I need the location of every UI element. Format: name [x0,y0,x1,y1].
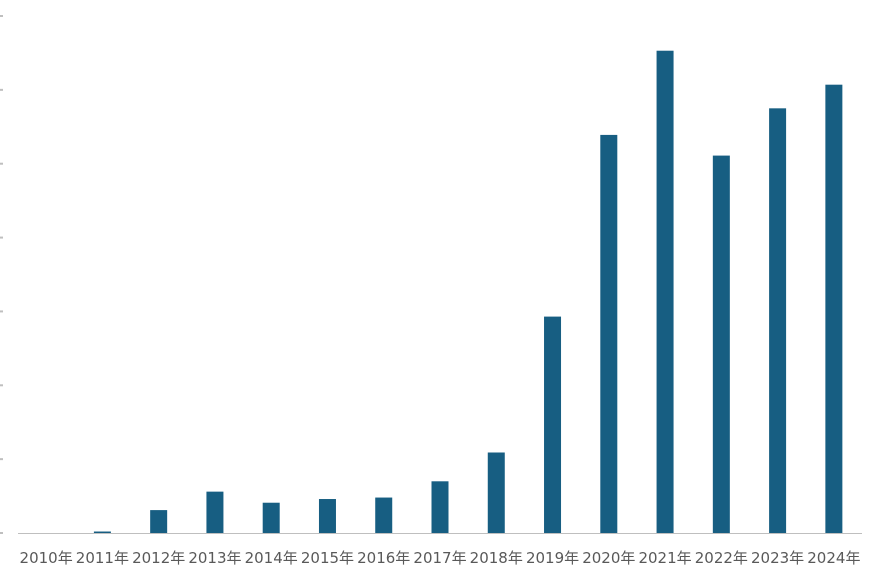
bar-2015年 [318,499,336,533]
x-tick-label: 2013年 [188,549,241,567]
bar-2023年 [769,108,787,534]
x-tick-label: 2010年 [20,549,73,567]
x-tick-label: 2020年 [582,549,635,567]
x-tick-label: 2024年 [807,549,860,567]
x-axis-tick-labels: 2010年 2011年 2012年 2013年 2014年 2015年 2016年 2017年… [20,549,861,567]
y-axis-ticks [0,15,3,534]
x-tick-label: 2017年 [413,549,466,567]
x-tick-label: 2023年 [751,549,804,567]
bar-2012年 [150,510,168,533]
bar-2022年 [712,155,730,533]
bar-2014年 [262,502,280,533]
bar-2019年 [544,316,562,533]
bar-series [93,50,843,534]
bar-2020年 [600,134,618,533]
x-tick-label: 2022年 [695,549,748,567]
bar-2017年 [431,481,449,533]
bar-2016年 [375,497,393,533]
bar-2024年 [825,84,843,534]
bar-2011年 [93,531,111,533]
x-tick-label: 2014年 [245,549,298,567]
x-tick-label: 2011年 [76,549,129,567]
bar-2021年 [656,50,674,533]
x-tick-label: 2019年 [526,549,579,567]
x-tick-label: 2018年 [470,549,523,567]
x-tick-label: 2021年 [638,549,691,567]
x-tick-label: 2016年 [357,549,410,567]
bar-2018年 [487,452,505,533]
x-tick-label: 2012年 [132,549,185,567]
x-tick-label: 2015年 [301,549,354,567]
bar-2013年 [206,491,224,533]
